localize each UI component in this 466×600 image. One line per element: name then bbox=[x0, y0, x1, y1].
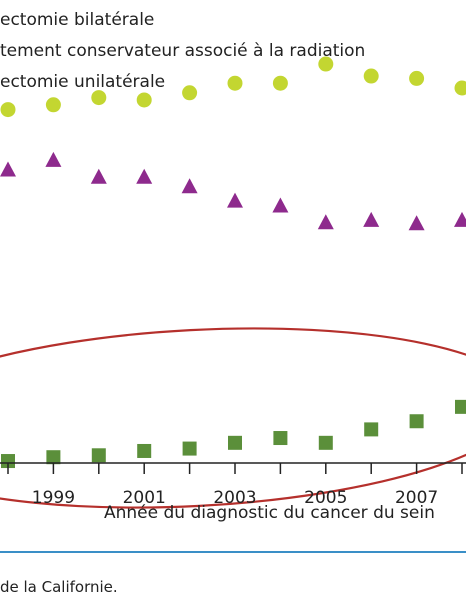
x-tick-label-2003: 2003 bbox=[213, 488, 256, 508]
legend-entry-square: ectomie bilatérale bbox=[0, 10, 154, 30]
point-triangle-2005 bbox=[317, 214, 334, 230]
point-circle-2005 bbox=[318, 56, 334, 72]
point-circle-2006 bbox=[363, 68, 379, 84]
point-square-2005 bbox=[318, 435, 333, 450]
point-square-2000 bbox=[91, 448, 106, 463]
point-square-2002 bbox=[182, 441, 197, 456]
point-square-1998 bbox=[1, 454, 15, 469]
point-circle-2000 bbox=[91, 90, 107, 106]
point-square-2001 bbox=[137, 443, 152, 458]
legend-entry-circle: tement conservateur associé à la radiati… bbox=[0, 41, 365, 61]
point-circle-2003 bbox=[227, 75, 243, 91]
point-square-2004 bbox=[273, 431, 288, 446]
point-square-2006 bbox=[364, 422, 379, 437]
x-tick-label-2005: 2005 bbox=[304, 488, 347, 508]
plot-area bbox=[0, 56, 466, 509]
point-square-1999 bbox=[46, 450, 61, 465]
point-square-2003 bbox=[228, 435, 242, 450]
point-triangle-2000 bbox=[90, 168, 107, 184]
point-circle-2008 bbox=[454, 80, 466, 96]
point-triangle-1999 bbox=[45, 151, 62, 167]
point-circle-2007 bbox=[409, 70, 425, 86]
point-square-2008 bbox=[455, 399, 466, 414]
point-circle-2002 bbox=[182, 85, 198, 101]
point-circle-2004 bbox=[272, 75, 288, 91]
point-square-2007 bbox=[409, 414, 424, 429]
point-triangle-2004 bbox=[272, 197, 289, 213]
x-tick-label-2007: 2007 bbox=[395, 488, 438, 508]
x-axis: 1999 2001 2003 2005 2007 bbox=[0, 462, 466, 508]
x-axis-label: Année du diagnostic du cancer du sein bbox=[104, 503, 435, 523]
point-triangle-2008 bbox=[454, 211, 466, 227]
point-circle-1999 bbox=[45, 97, 61, 113]
point-triangle-1998 bbox=[0, 161, 16, 177]
x-tick-label-1999: 1999 bbox=[32, 488, 75, 508]
point-triangle-2001 bbox=[136, 168, 153, 184]
source-note: de la Californie. bbox=[0, 578, 118, 596]
legend: ectomie bilatérale tement conservateur as… bbox=[0, 10, 365, 92]
point-triangle-2002 bbox=[181, 178, 198, 194]
point-triangle-2006 bbox=[363, 211, 380, 227]
highlight-ellipse bbox=[0, 327, 466, 509]
point-triangle-2003 bbox=[227, 192, 243, 208]
legend-entry-triangle: ectomie unilatérale bbox=[0, 72, 165, 92]
point-triangle-2007 bbox=[408, 215, 425, 231]
point-circle-1998 bbox=[0, 102, 16, 118]
point-circle-2001 bbox=[136, 92, 152, 108]
x-tick-label-2001: 2001 bbox=[123, 488, 166, 508]
